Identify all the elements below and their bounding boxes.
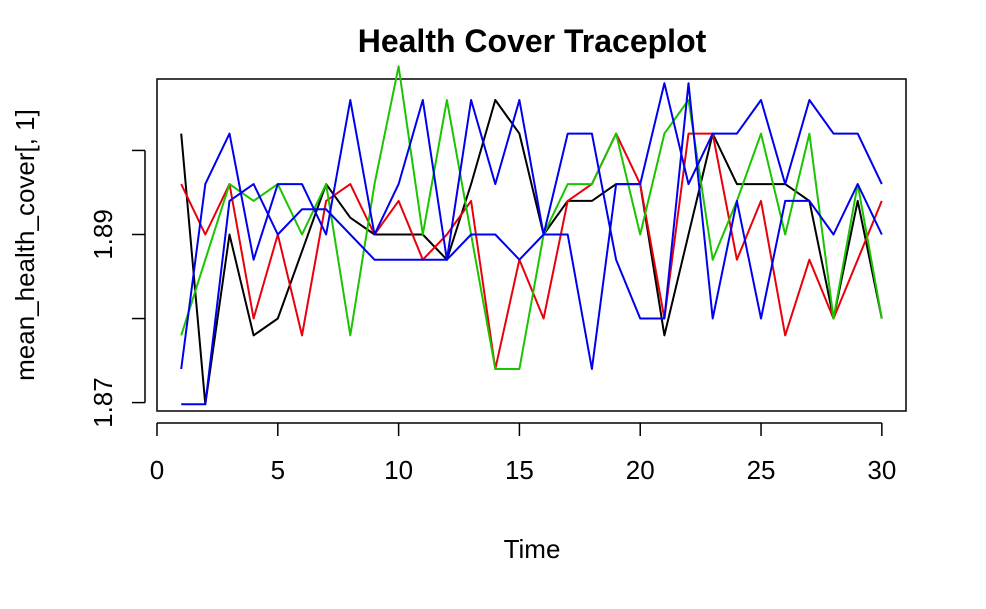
- series-layer: [180, 65, 883, 406]
- y-axis-label: mean_health_cover[, 1]: [10, 109, 40, 381]
- plot-frame: [156, 78, 907, 412]
- y-axis: 1.87 1.89: [88, 149, 146, 428]
- series-line-2: [180, 132, 883, 370]
- y-tick-label: 1.87: [88, 377, 118, 428]
- y-tick-label: 1.89: [88, 209, 118, 260]
- series-line-4: [181, 82, 883, 406]
- series-line-3: [180, 65, 883, 370]
- x-axis-label: Time: [504, 534, 561, 564]
- x-tick-label: 5: [271, 455, 285, 485]
- x-tick-label: 0: [150, 455, 164, 485]
- x-tick-label: 30: [867, 455, 896, 485]
- x-tick-label: 20: [626, 455, 655, 485]
- x-axis: 0 5 10 15 20 25 30: [150, 422, 896, 485]
- series-line-5: [180, 82, 883, 370]
- x-tick-label: 15: [505, 455, 534, 485]
- chart-title: Health Cover Traceplot: [358, 23, 707, 59]
- x-tick-label: 10: [384, 455, 413, 485]
- series-line-1: [180, 99, 883, 406]
- x-tick-label: 25: [747, 455, 776, 485]
